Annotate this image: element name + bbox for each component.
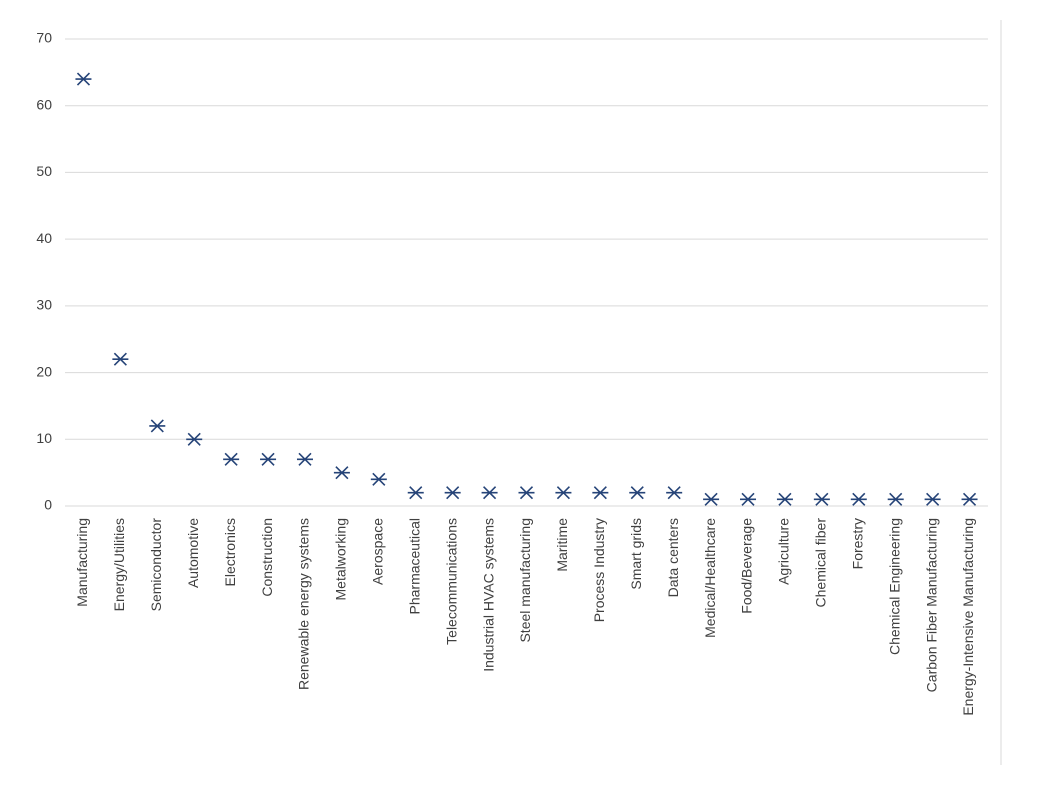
x-tick-label: Automotive (185, 518, 201, 588)
marker (740, 492, 757, 506)
x-tick-label: Carbon Fiber Manufacturing (923, 518, 939, 692)
x-tick-label: Metalworking (333, 518, 349, 600)
marker (555, 486, 572, 500)
y-tick-label: 70 (36, 30, 52, 46)
x-tick-label: Chemical Engineering (886, 518, 902, 655)
x-tick-label: Construction (259, 518, 275, 597)
marker (149, 419, 166, 433)
marker (813, 492, 830, 506)
y-tick-label: 30 (36, 297, 52, 313)
marker (666, 486, 683, 500)
marker (260, 452, 277, 466)
marker (112, 352, 129, 366)
y-tick-label: 10 (36, 430, 52, 446)
x-tick-label: Medical/Healthcare (702, 518, 718, 638)
x-tick-label: Telecommunications (443, 518, 459, 645)
y-tick-label: 40 (36, 230, 52, 246)
marker (407, 486, 424, 500)
marker (444, 486, 461, 500)
x-tick-label: Manufacturing (74, 518, 90, 607)
marker (186, 432, 203, 446)
marker (481, 486, 498, 500)
x-tick-label: Smart grids (628, 518, 644, 590)
marker (592, 486, 609, 500)
marker (961, 492, 978, 506)
x-tick-label: Steel manufacturing (517, 518, 533, 643)
x-tick-label: Chemical fiber (813, 518, 829, 608)
x-tick-label: Pharmaceutical (406, 518, 422, 615)
marker (629, 486, 646, 500)
x-tick-label: Semiconductor (148, 518, 164, 612)
marker (776, 492, 793, 506)
x-tick-label: Electronics (222, 518, 238, 586)
x-tick-label: Data centers (665, 518, 681, 597)
y-tick-label: 50 (36, 163, 52, 179)
marker (75, 72, 92, 86)
marker (333, 466, 350, 480)
marker (223, 452, 240, 466)
y-tick-label: 60 (36, 96, 52, 112)
x-tick-label: Process Industry (591, 518, 607, 622)
x-tick-label: Renewable energy systems (296, 518, 312, 690)
marker (887, 492, 904, 506)
x-tick-label: Energy-Intensive Manufacturing (960, 518, 976, 716)
marker (296, 452, 313, 466)
marker (850, 492, 867, 506)
marker (924, 492, 941, 506)
x-tick-label: Energy/Utilities (111, 518, 127, 611)
y-tick-label: 20 (36, 363, 52, 379)
x-tick-label: Aerospace (370, 518, 386, 585)
x-tick-label: Industrial HVAC systems (480, 518, 496, 672)
y-tick-label: 0 (44, 497, 52, 513)
x-tick-label: Food/Beverage (739, 518, 755, 614)
x-tick-label: Maritime (554, 518, 570, 572)
marker (703, 492, 720, 506)
x-tick-label: Agriculture (776, 518, 792, 585)
marker (518, 486, 535, 500)
x-tick-label: Forestry (849, 518, 865, 569)
marker (370, 472, 387, 486)
